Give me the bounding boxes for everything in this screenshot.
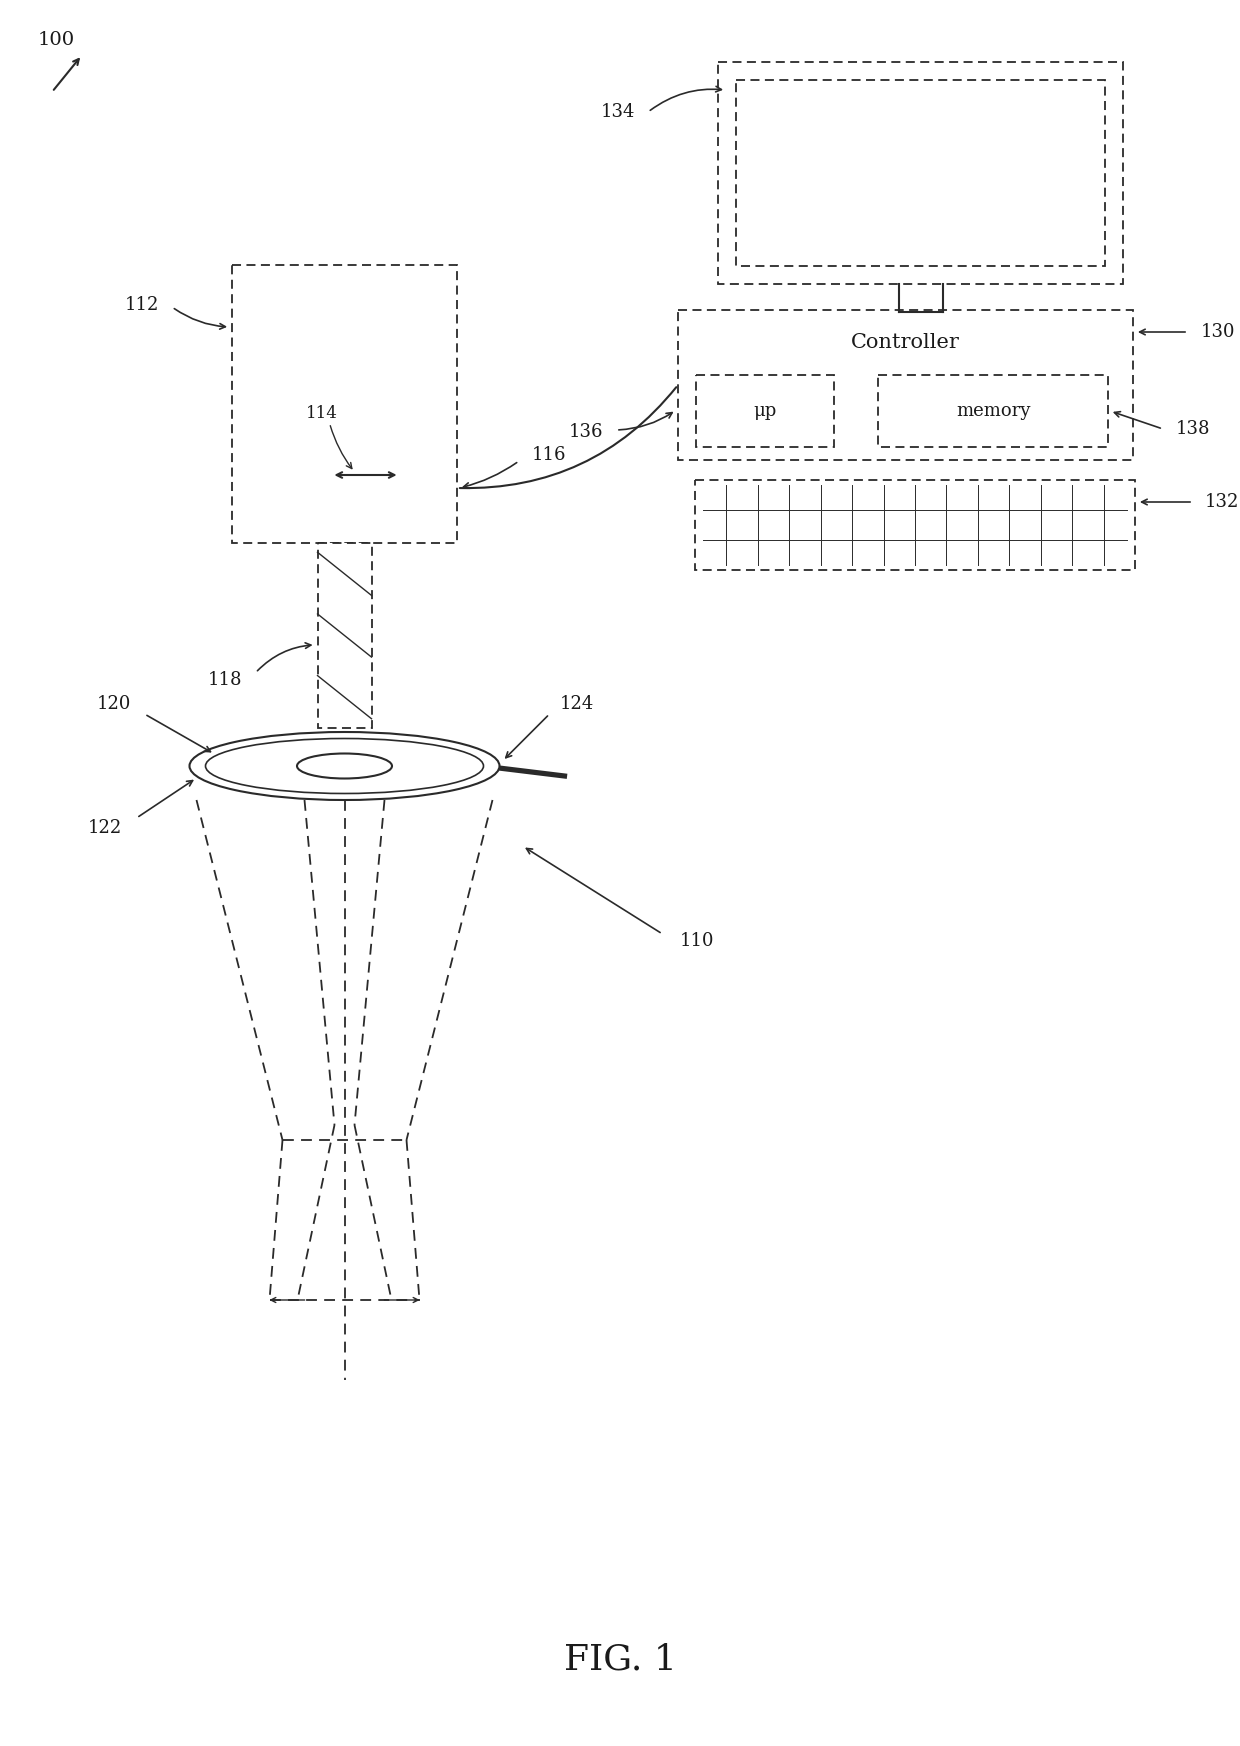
Text: 132: 132 — [1205, 492, 1239, 512]
Text: 112: 112 — [125, 297, 159, 314]
Bar — [317, 543, 372, 728]
Text: 122: 122 — [88, 819, 123, 836]
Text: 118: 118 — [208, 670, 243, 688]
Text: FIG. 1: FIG. 1 — [563, 1643, 677, 1676]
FancyArrowPatch shape — [460, 388, 676, 489]
Text: μp: μp — [754, 402, 776, 421]
Text: 134: 134 — [600, 103, 635, 120]
Bar — [694, 480, 1135, 569]
Text: 124: 124 — [559, 695, 594, 712]
Text: 110: 110 — [680, 932, 714, 950]
Bar — [718, 63, 1123, 285]
Ellipse shape — [190, 732, 500, 800]
Text: Controller: Controller — [851, 332, 960, 351]
Ellipse shape — [298, 754, 392, 779]
Text: 130: 130 — [1202, 323, 1235, 340]
Bar — [696, 375, 835, 447]
Bar — [737, 80, 1105, 265]
Bar — [232, 265, 458, 543]
Text: 136: 136 — [568, 423, 603, 442]
Text: 114: 114 — [305, 405, 337, 421]
Text: 100: 100 — [38, 31, 76, 49]
Text: 138: 138 — [1176, 421, 1210, 438]
Bar — [678, 311, 1133, 459]
Text: 116: 116 — [532, 445, 567, 464]
Text: memory: memory — [956, 402, 1030, 421]
Text: 120: 120 — [97, 695, 131, 712]
Bar — [878, 375, 1109, 447]
